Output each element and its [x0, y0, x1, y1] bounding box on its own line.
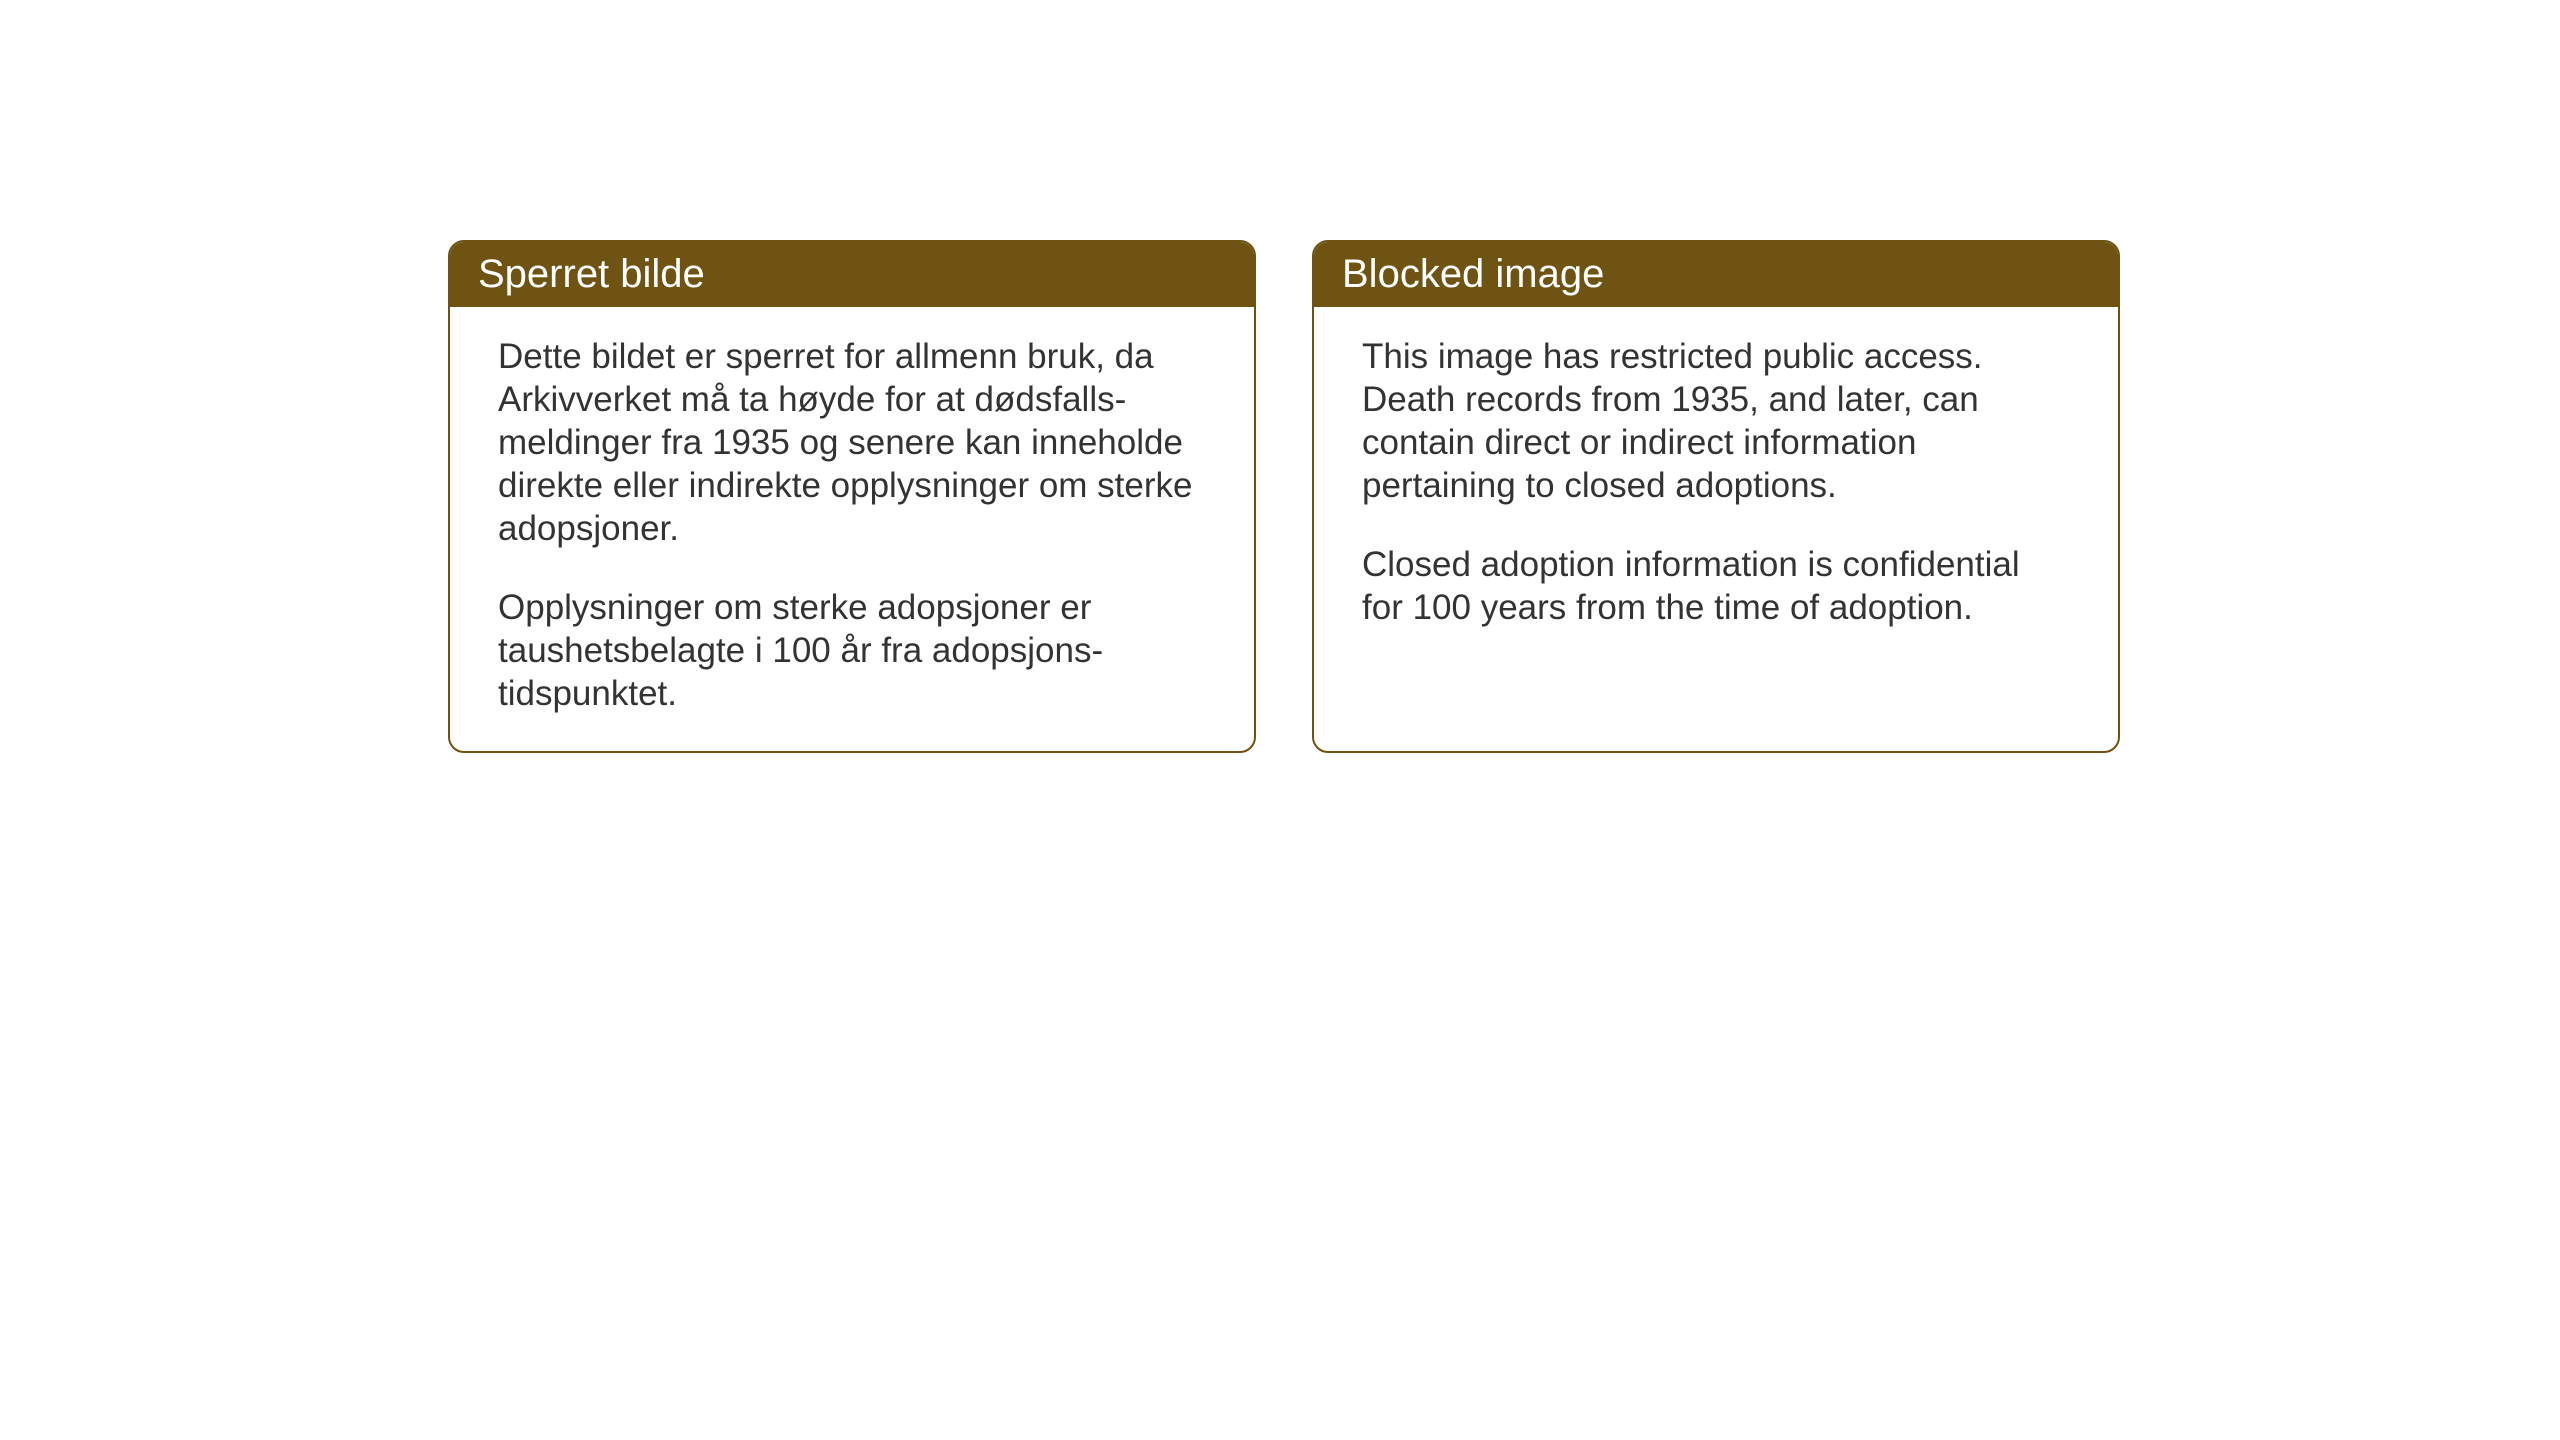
card-paragraph-2-english: Closed adoption information is confident… — [1362, 543, 2070, 629]
card-title-english: Blocked image — [1342, 252, 1604, 296]
notice-card-english: Blocked image This image has restricted … — [1312, 240, 2120, 753]
card-paragraph-1-english: This image has restricted public access.… — [1362, 335, 2070, 507]
notice-card-norwegian: Sperret bilde Dette bildet er sperret fo… — [448, 240, 1256, 753]
card-header-norwegian: Sperret bilde — [450, 242, 1254, 307]
card-body-english: This image has restricted public access.… — [1314, 307, 2118, 665]
card-title-norwegian: Sperret bilde — [478, 252, 705, 296]
card-paragraph-2-norwegian: Opplysninger om sterke adopsjoner er tau… — [498, 586, 1206, 715]
card-header-english: Blocked image — [1314, 242, 2118, 307]
card-body-norwegian: Dette bildet er sperret for allmenn bruk… — [450, 307, 1254, 751]
card-paragraph-1-norwegian: Dette bildet er sperret for allmenn bruk… — [498, 335, 1206, 550]
notice-container: Sperret bilde Dette bildet er sperret fo… — [448, 240, 2120, 753]
